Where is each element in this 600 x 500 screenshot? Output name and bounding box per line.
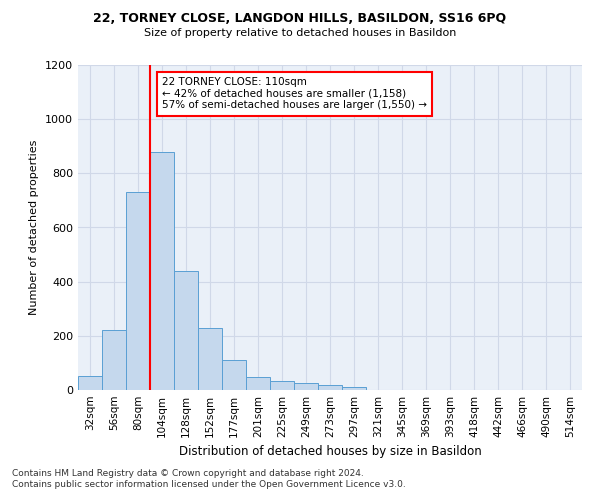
Text: Contains HM Land Registry data © Crown copyright and database right 2024.: Contains HM Land Registry data © Crown c… (12, 468, 364, 477)
Bar (318, 384, 342, 390)
Text: 22 TORNEY CLOSE: 110sqm
← 42% of detached houses are smaller (1,158)
57% of semi: 22 TORNEY CLOSE: 110sqm ← 42% of detache… (162, 77, 427, 110)
Bar (174, 271, 198, 390)
Bar (102, 330, 126, 390)
Bar (126, 192, 150, 390)
Bar (342, 388, 366, 390)
Text: Contains public sector information licensed under the Open Government Licence v3: Contains public sector information licen… (12, 480, 406, 489)
Y-axis label: Number of detached properties: Number of detached properties (29, 140, 40, 315)
Text: Size of property relative to detached houses in Basildon: Size of property relative to detached ho… (144, 28, 456, 38)
Bar (78, 376, 102, 390)
Bar (270, 380, 294, 390)
Bar (222, 360, 246, 390)
Bar (150, 152, 174, 390)
Bar (294, 383, 318, 390)
Bar (198, 328, 222, 390)
X-axis label: Distribution of detached houses by size in Basildon: Distribution of detached houses by size … (179, 446, 481, 458)
Bar (246, 378, 270, 390)
Text: 22, TORNEY CLOSE, LANGDON HILLS, BASILDON, SS16 6PQ: 22, TORNEY CLOSE, LANGDON HILLS, BASILDO… (94, 12, 506, 26)
